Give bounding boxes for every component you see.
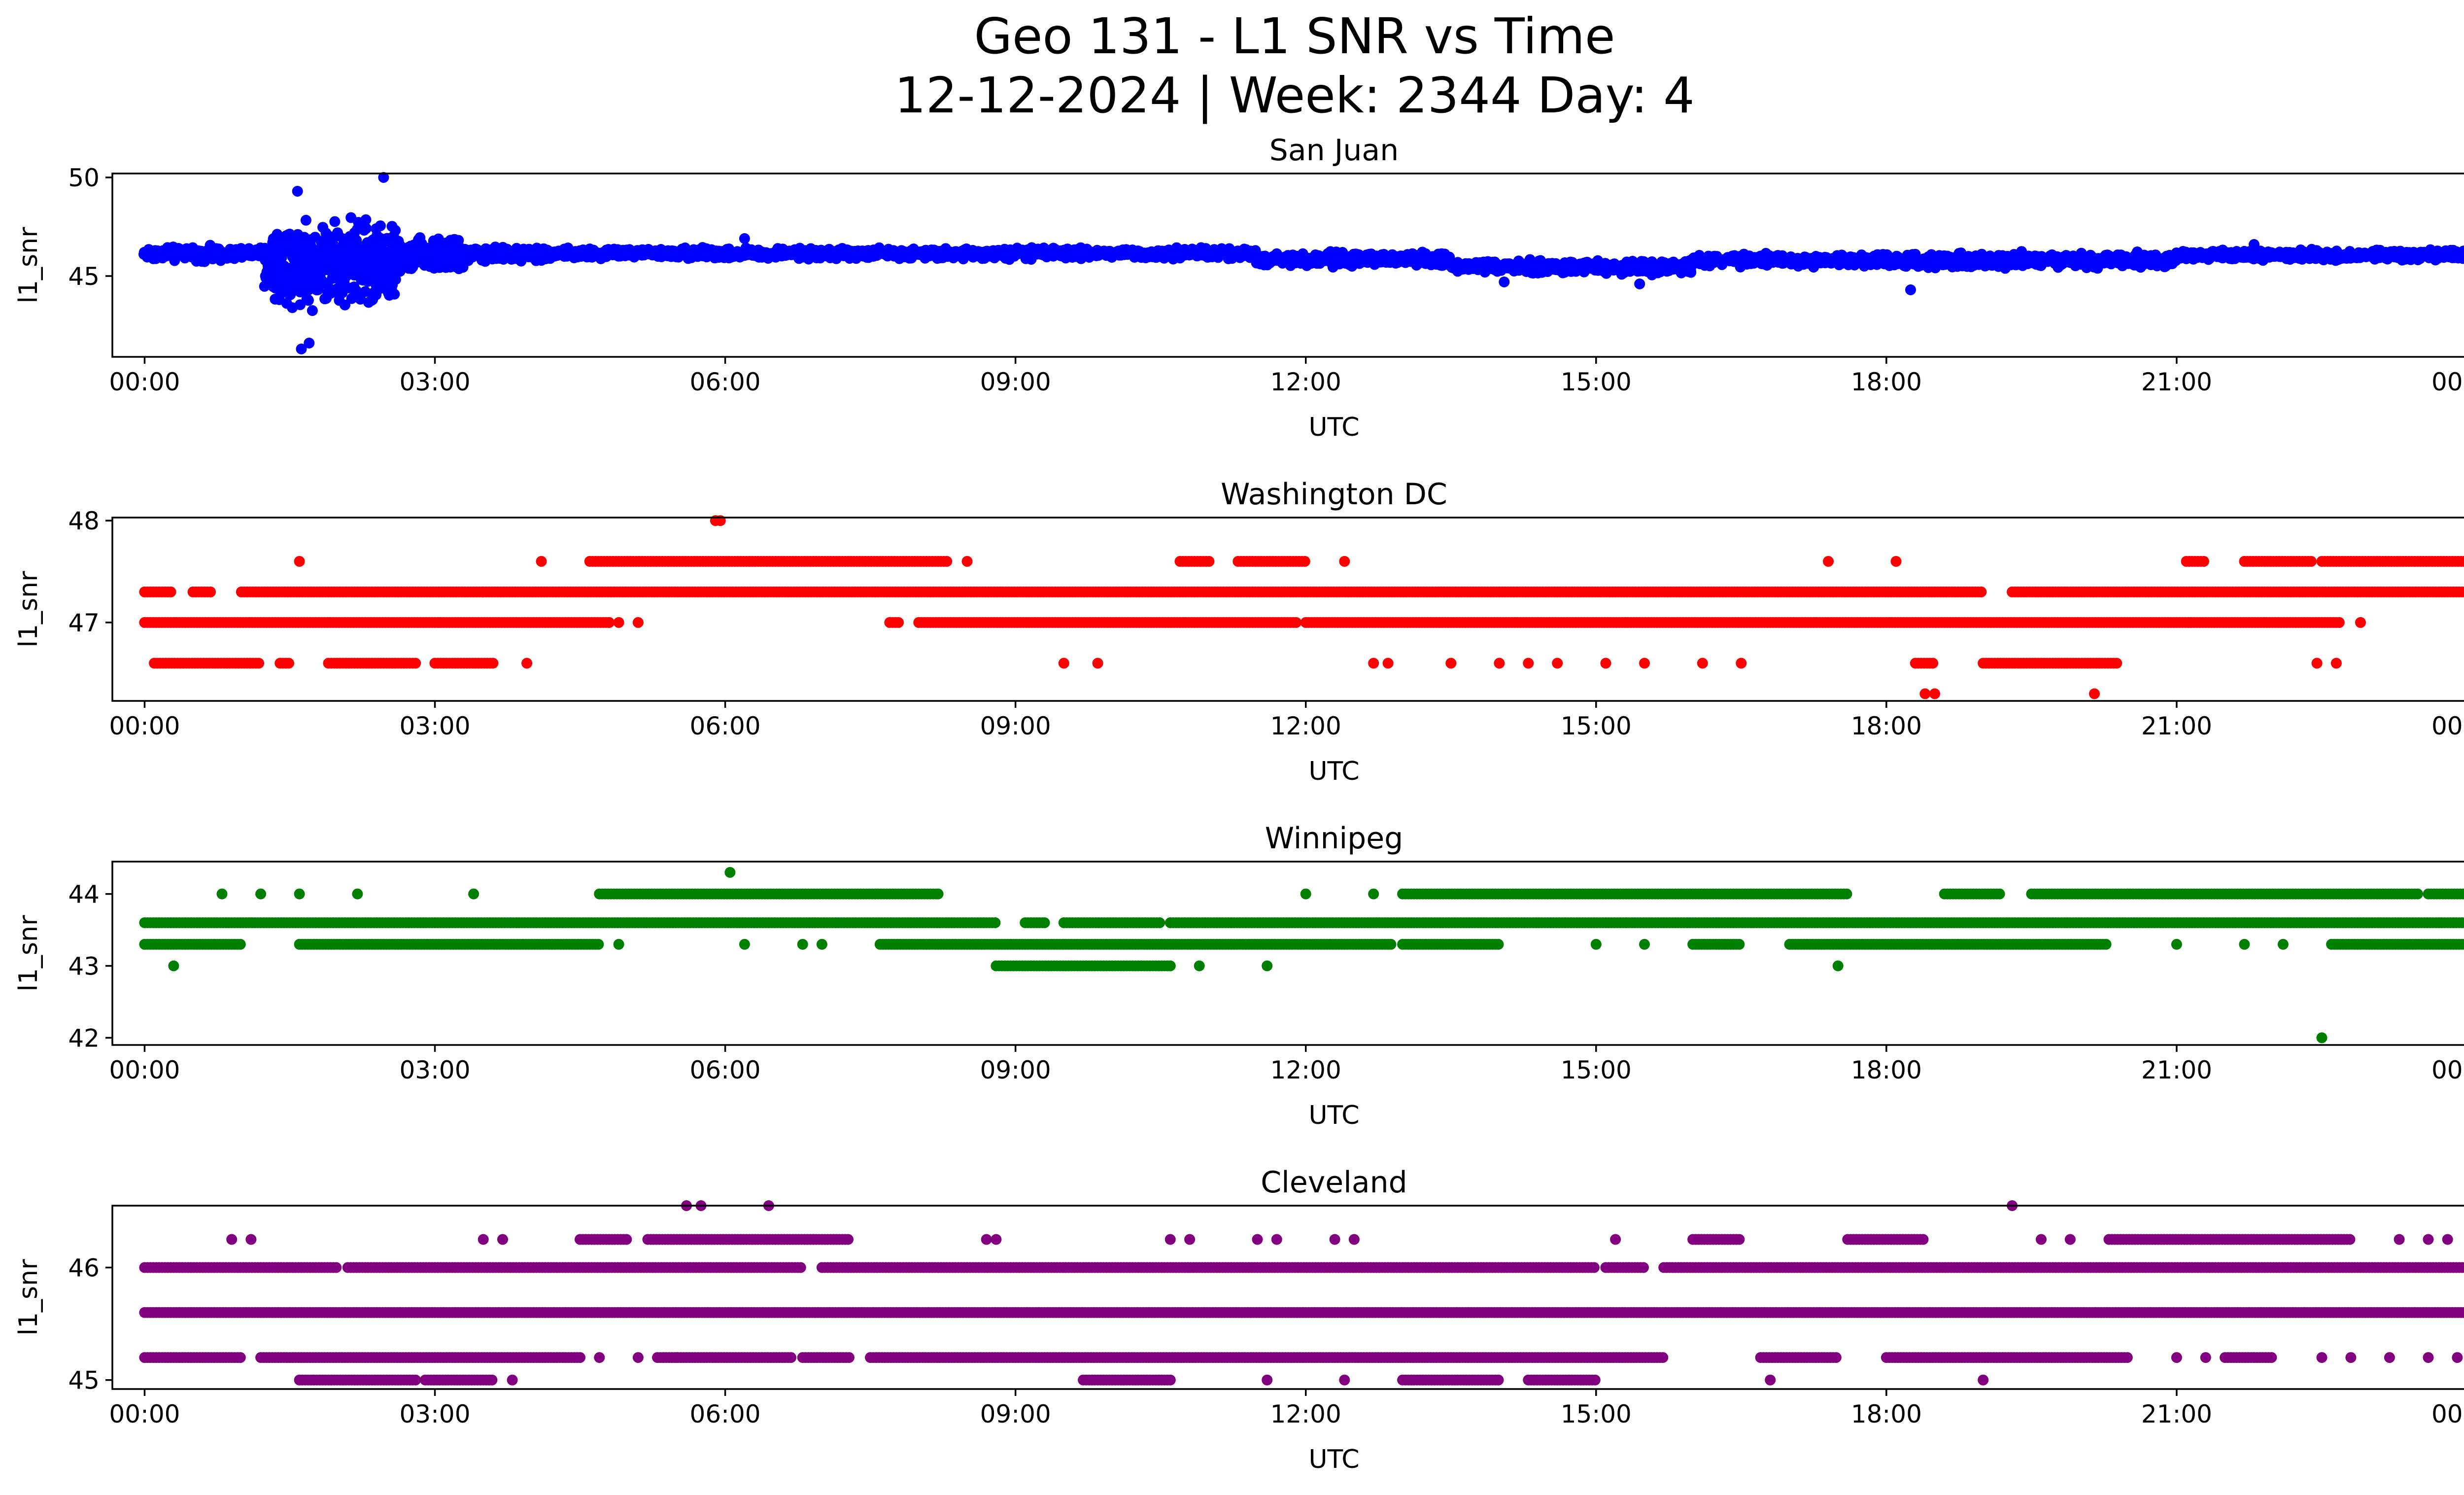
data-point <box>165 586 176 597</box>
x-tick-label: 12:00 <box>1270 368 1341 396</box>
data-point <box>351 285 362 296</box>
panel-title: San Juan <box>1269 133 1399 168</box>
data-point <box>390 274 401 285</box>
data-points <box>138 172 2464 354</box>
x-axis-label: UTC <box>1308 413 1359 442</box>
data-point <box>361 223 372 234</box>
data-point <box>1976 586 1987 597</box>
data-point <box>1905 284 1916 295</box>
y-axis-label: l1_snr <box>14 227 43 304</box>
x-tick-label: 18:00 <box>1851 368 1922 396</box>
x-tick-label: 09:00 <box>980 368 1051 396</box>
x-tick-label: 06:00 <box>690 368 761 396</box>
figure-title-line2: 12-12-2024 | Week: 2344 Day: 4 <box>894 67 1694 124</box>
x-tick-label: 21:00 <box>2141 368 2212 396</box>
data-point <box>292 186 303 197</box>
data-point <box>1634 278 1645 289</box>
y-tick-label: 50 <box>68 164 100 192</box>
data-point <box>329 216 341 227</box>
data-point <box>307 305 318 316</box>
data-point <box>360 214 372 225</box>
data-point <box>304 338 315 348</box>
panel-title: Washington DC <box>1221 477 1447 512</box>
data-point <box>375 220 386 232</box>
data-point <box>312 284 324 295</box>
y-tick-label: 45 <box>68 262 100 291</box>
data-point <box>340 299 350 311</box>
data-point <box>893 617 904 628</box>
x-tick-label: 03:00 <box>399 368 470 396</box>
data-point <box>1291 617 1302 628</box>
data-point <box>739 233 750 244</box>
figure-title-line1: Geo 131 - L1 SNR vs Time <box>974 7 1615 65</box>
data-point <box>389 288 400 300</box>
data-point <box>360 286 371 297</box>
data-point <box>390 225 401 236</box>
x-tick-label: 15:00 <box>1561 368 1632 396</box>
x-tick-label: 00:00 <box>109 368 180 396</box>
data-point <box>2249 239 2259 250</box>
data-point <box>300 214 311 226</box>
panel-san-juan: San Juan 00:00 03:00 06:00 09:00 12:00 15:00 1… <box>14 133 2464 442</box>
data-point <box>205 586 216 597</box>
x-tick-label: 00:00 <box>2431 368 2464 396</box>
data-point <box>303 295 314 306</box>
data-point <box>1499 277 1510 287</box>
